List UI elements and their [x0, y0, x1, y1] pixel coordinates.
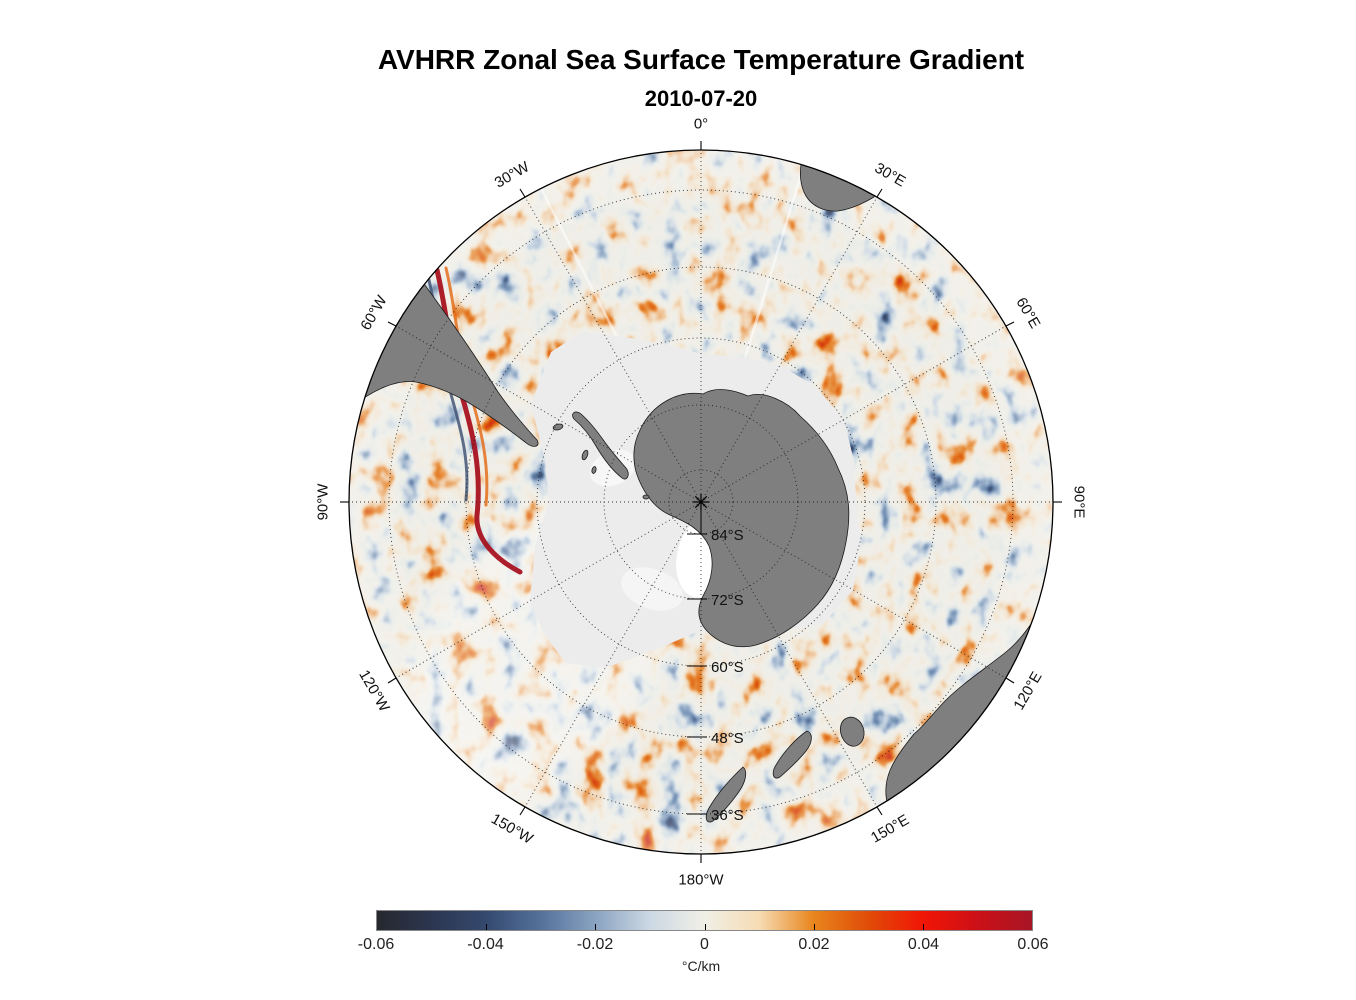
parallel-label: 84°S [711, 527, 744, 544]
colorbar-tick-label: -0.06 [357, 936, 395, 953]
colorbar-tick-label: 0 [700, 936, 709, 953]
meridian-label: 180°W [678, 872, 724, 889]
colorbar-gradient [376, 910, 1033, 931]
colorbar-tick-mark [813, 924, 815, 930]
parallel-label: 48°S [711, 730, 744, 747]
new-zealand-north-island [705, 766, 747, 823]
colorbar-tick-mark [922, 924, 924, 930]
meridian-line [700, 196, 878, 503]
meridian-ticks [340, 141, 1062, 863]
meridian-label: 60°W [357, 292, 391, 333]
parallel-label: 60°S [711, 659, 744, 676]
meridian-label: 150°E [868, 811, 912, 846]
colorbar-unit-label: °C/km [681, 958, 721, 974]
figure-title: AVHRR Zonal Sea Surface Temperature Grad… [377, 44, 1025, 75]
meridian-label: 60°E [1012, 295, 1043, 332]
coastal-white-patch [621, 567, 683, 611]
meridian-line [524, 196, 702, 503]
colorbar-tick-mark [486, 924, 488, 930]
peninsula-island [581, 449, 589, 461]
figure-subtitle: 2010-07-20 [644, 86, 758, 111]
coastal-island [642, 494, 650, 500]
meridian-label: 90°E [1071, 486, 1088, 519]
parallel-labels: 84°S 72°S 60°S 48°S 36°S [711, 527, 744, 824]
colorbar-tick-label: 0.06 [1017, 936, 1049, 953]
meridian-label: 30°W [492, 158, 533, 192]
meridian-label: 150°W [488, 810, 536, 848]
tasmania-island [839, 716, 865, 747]
falkland-islands [552, 423, 564, 431]
parallel-label: 36°S [711, 807, 744, 824]
colorbar-tick-label: 0.02 [798, 936, 830, 953]
colorbar-tick-label: 0.04 [907, 936, 940, 953]
map-disk [349, 150, 1053, 854]
antarctic-peninsula [572, 411, 629, 480]
swath-gap [739, 164, 806, 372]
colorbar-tick-mark [595, 924, 597, 930]
meridian-label: 120°W [355, 667, 393, 715]
colorbar-tick-label: -0.04 [467, 936, 504, 953]
new-zealand-south-island [772, 730, 812, 779]
map-frame [340, 141, 1062, 863]
colorbar-tick-labels: -0.06 -0.04 -0.02 0 0.02 0.04 0.06 [343, 936, 1066, 954]
pole-marker [693, 494, 709, 534]
meridian-label: 90°W [315, 483, 332, 521]
meridian-label: 30°E [872, 159, 909, 190]
meridian-line [395, 325, 702, 503]
meridian-line [700, 501, 878, 808]
parallel-label: 72°S [711, 592, 744, 609]
graticule [349, 150, 1053, 854]
meridian-label: 120°E [1010, 669, 1045, 713]
meridian-line [700, 501, 1007, 679]
swath-gap [539, 187, 638, 377]
meridian-line [700, 325, 1007, 503]
colorbar-tick-label: -0.02 [576, 936, 614, 953]
meridian-line [395, 501, 702, 679]
meridian-line [524, 501, 702, 808]
parallel-ticks [687, 533, 707, 815]
meridian-label: 0° [694, 116, 708, 133]
antarctica-landmass [633, 389, 850, 648]
africa-landmass [799, 150, 881, 212]
colorbar-tick-mark [704, 924, 706, 930]
peninsula-island [591, 466, 597, 474]
